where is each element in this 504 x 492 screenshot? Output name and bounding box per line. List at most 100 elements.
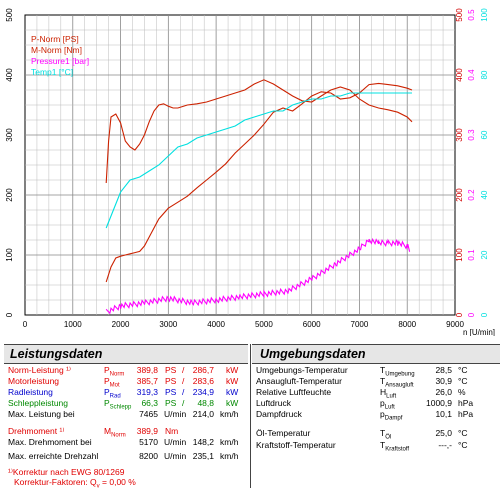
symbol-subscript: Luft <box>384 404 395 411</box>
leistung-unit-kw: kW <box>226 365 239 375</box>
kraftstoff-unit: °C <box>458 440 468 450</box>
right-tick-label: 200 <box>455 188 464 202</box>
leistung-value-kw: 286,7 <box>192 365 214 375</box>
right-tick-label: 0.2 <box>467 189 476 201</box>
drehmoment-value: 389,9 <box>136 426 158 436</box>
leistung-symbol: PMot <box>104 376 120 389</box>
x-tick-label: 4000 <box>207 320 225 329</box>
x-tick-label: 8000 <box>398 320 416 329</box>
left-tick-label: 500 <box>5 8 14 22</box>
leistung-label: Motorleistung <box>8 376 60 386</box>
right-tick-label: 0 <box>467 312 476 317</box>
umgebung-value: 26,0 <box>435 387 452 397</box>
umgebung-unit: °C <box>458 365 468 375</box>
x-tick-label: 0 <box>23 320 28 329</box>
table-separator <box>250 344 251 488</box>
legend-entry: P-Norm [PS] <box>31 34 79 44</box>
umgebungsdaten-header: Umgebungsdaten <box>252 344 500 364</box>
umgebung-unit: hPa <box>458 409 474 419</box>
x-tick-label: 5000 <box>255 320 273 329</box>
leistung-value-ps: 66,3 <box>141 398 158 408</box>
right-tick-label: 0.3 <box>467 129 476 141</box>
kraftstoff-label: Kraftstoff-Temperatur <box>256 440 336 450</box>
drehmoment-unit: Nm <box>165 426 179 436</box>
umgebung-unit: °C <box>458 376 468 386</box>
right-tick-label: 80 <box>480 70 489 79</box>
max-drehzahl-rpm-unit: U/min <box>164 451 187 461</box>
right-tick-label: 0 <box>480 312 489 317</box>
right-tick-label: 60 <box>480 130 489 139</box>
leistung-unit-ps: PS <box>165 365 177 375</box>
symbol-subscript: Kraftstoff <box>385 446 410 453</box>
umgebung-symbol: pDampf <box>380 409 403 422</box>
drehmoment-label: Drehmoment ¹⁾ <box>8 426 65 436</box>
x-tick-label: 7000 <box>351 320 369 329</box>
leistung-unit-kw: kW <box>226 387 239 397</box>
leistung-separator: / <box>182 376 185 386</box>
max-drehmoment-speed: 148,2 <box>192 437 214 447</box>
korrektur-note: ¹⁾Korrektur nach EWG 80/1269 <box>8 467 125 477</box>
chart-ticks: 0 1000 2000 3000 4000 5000 6000 7000 8000 9000010… <box>5 8 489 329</box>
legend-entry: M-Norm [Nm] <box>31 45 82 55</box>
leistung-label: Radleistung <box>8 387 53 397</box>
right-tick-label: 0 <box>455 312 464 317</box>
symbol-subscript: Umgebung <box>385 371 415 378</box>
right-tick-label: 40 <box>480 190 489 199</box>
leistung-unit-ps: PS <box>165 387 177 397</box>
umgebungsdaten-table: Umgebungs-Temperatur TUmgebung 28,5 °C Ansau… <box>256 363 500 483</box>
symbol-subscript: Luft <box>386 393 397 400</box>
kraftstoff-value: ---,- <box>438 440 452 450</box>
oel-value: 25,0 <box>435 428 452 438</box>
umgebung-label: Umgebungs-Temperatur <box>256 365 348 375</box>
series-line-pressure1-bar- <box>105 237 411 315</box>
oel-label: Öl-Temperatur <box>256 428 311 438</box>
symbol-subscript: Schlepp <box>109 404 132 411</box>
series-line-m-norm-nm- <box>105 79 413 184</box>
umgebung-unit: % <box>458 387 466 397</box>
symbol-subscript: Rad <box>109 393 121 400</box>
x-tick-label: 6000 <box>303 320 321 329</box>
leistung-unit-ps: PS <box>165 398 177 408</box>
leistung-label: Schleppleistung <box>8 398 69 408</box>
right-tick-label: 300 <box>455 128 464 142</box>
left-tick-label: 300 <box>5 128 14 142</box>
symbol-subscript: Ansaugluft <box>385 382 414 389</box>
max-drehzahl-speed: 235,1 <box>192 451 214 461</box>
max-leistung-label: Max. Leistung bei <box>8 409 75 419</box>
leistungsdaten-table: Norm-Leistung ¹⁾ PNorm 389,8 PS / 286,7 kW Moto… <box>8 363 248 490</box>
umgebung-label: Relative Luftfeuchte <box>256 387 332 397</box>
leistung-unit-kw: kW <box>226 398 239 408</box>
symbol-subscript: Norm <box>111 432 126 439</box>
leistung-value-kw: 234,9 <box>192 387 214 397</box>
leistung-label: Norm-Leistung ¹⁾ <box>8 365 72 375</box>
umgebung-symbol: TAnsaugluft <box>380 376 414 389</box>
leistung-value-kw: 48,8 <box>197 398 214 408</box>
oel-symbol: TÖl <box>380 428 392 441</box>
legend-entry: Pressure1 [bar] <box>31 56 89 66</box>
max-drehmoment-label: Max. Drehmoment bei <box>8 437 92 447</box>
right-tick-label: 0.4 <box>467 69 476 81</box>
right-tick-label: 100 <box>455 248 464 262</box>
right-tick-label: 0.1 <box>467 249 476 261</box>
max-leistung-speed-unit: km/h <box>220 409 239 419</box>
umgebung-value: 10,1 <box>435 409 452 419</box>
x-tick-label: 1000 <box>64 320 82 329</box>
leistung-value-ps: 389,8 <box>136 365 158 375</box>
symbol-subscript: Mot <box>109 382 120 389</box>
max-drehzahl-rpm: 8200 <box>139 451 158 461</box>
x-axis-label: n [U/min] <box>463 328 495 336</box>
max-leistung-rpm-unit: U/min <box>164 409 187 419</box>
leistung-separator: / <box>182 387 185 397</box>
x-tick-label: 3000 <box>159 320 177 329</box>
leistung-separator: / <box>182 365 185 375</box>
leistung-symbol: PSchlepp <box>104 398 132 411</box>
max-drehzahl-speed-unit: km/h <box>220 451 239 461</box>
max-drehmoment-rpm-unit: U/min <box>164 437 187 447</box>
symbol-subscript: Öl <box>385 434 392 441</box>
leistung-value-ps: 385,7 <box>136 376 158 386</box>
drehmoment-symbol: MNorm <box>104 426 126 439</box>
leistung-value-kw: 283,6 <box>192 376 214 386</box>
umgebung-value: 30,9 <box>435 376 452 386</box>
left-tick-label: 400 <box>5 68 14 82</box>
symbol-subscript: Dampf <box>384 415 403 422</box>
